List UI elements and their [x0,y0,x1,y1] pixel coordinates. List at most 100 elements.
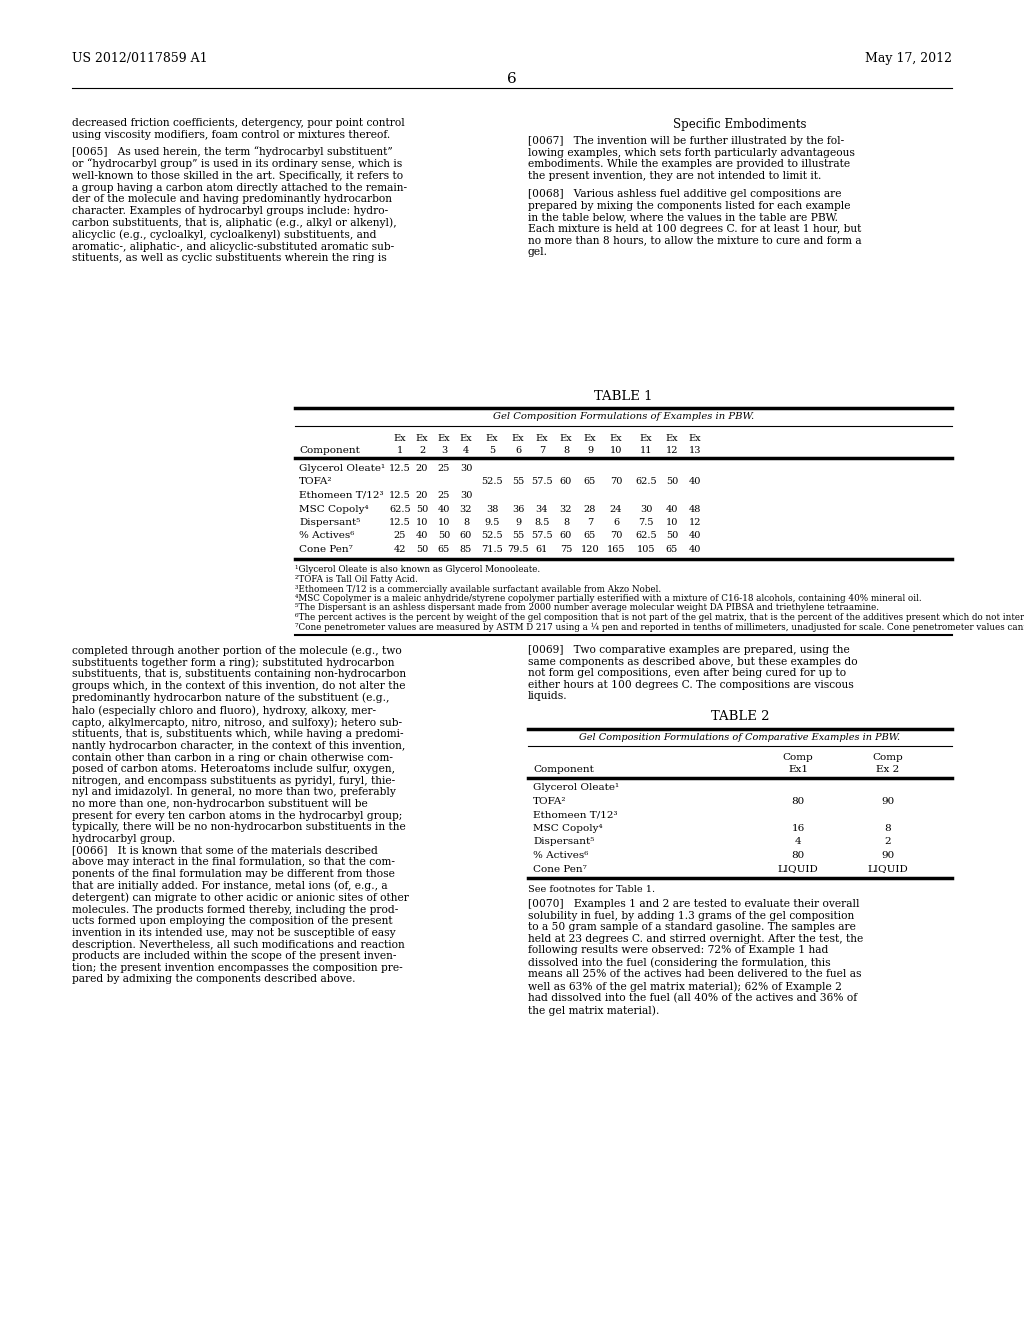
Text: 40: 40 [666,504,678,513]
Text: TABLE 2: TABLE 2 [711,710,769,723]
Text: 3: 3 [441,446,447,455]
Text: 70: 70 [610,532,623,540]
Text: completed through another portion of the molecule (e.g., two
substituents togeth: completed through another portion of the… [72,645,407,843]
Text: 80: 80 [792,851,805,861]
Text: Comp: Comp [872,754,903,763]
Text: 2: 2 [419,446,425,455]
Text: ²TOFA is Tall Oil Fatty Acid.: ²TOFA is Tall Oil Fatty Acid. [295,576,418,583]
Text: 62.5: 62.5 [635,532,656,540]
Text: 10: 10 [610,446,623,455]
Text: 2: 2 [885,837,891,846]
Text: Dispersant⁵: Dispersant⁵ [534,837,594,846]
Text: 65: 65 [584,532,596,540]
Text: 52.5: 52.5 [481,532,503,540]
Text: 12.5: 12.5 [389,465,411,473]
Text: 8: 8 [563,517,569,527]
Text: 80: 80 [792,797,805,807]
Text: 50: 50 [416,504,428,513]
Text: [0067]   The invention will be further illustrated by the fol-
lowing examples, : [0067] The invention will be further ill… [528,136,855,181]
Text: Ex 2: Ex 2 [877,766,900,775]
Text: 71.5: 71.5 [481,545,503,554]
Text: MSC Copoly⁴: MSC Copoly⁴ [534,824,603,833]
Text: 42: 42 [394,545,407,554]
Text: 6: 6 [613,517,620,527]
Text: 79.5: 79.5 [507,545,528,554]
Text: ⁷Cone penetrometer values are measured by ASTM D 217 using a ¼ pen and reported : ⁷Cone penetrometer values are measured b… [295,623,1024,632]
Text: Ex: Ex [609,434,623,444]
Text: % Actives⁶: % Actives⁶ [534,851,589,861]
Text: [0065]   As used herein, the term “hydrocarbyl substituent”
or “hydrocarbyl grou: [0065] As used herein, the term “hydroca… [72,147,408,264]
Text: MSC Copoly⁴: MSC Copoly⁴ [299,504,369,513]
Text: 55: 55 [512,532,524,540]
Text: Glycerol Oleate¹: Glycerol Oleate¹ [299,465,385,473]
Text: Ex: Ex [460,434,472,444]
Text: Ex: Ex [666,434,678,444]
Text: 62.5: 62.5 [635,478,656,487]
Text: 75: 75 [560,545,572,554]
Text: 12: 12 [666,446,678,455]
Text: 38: 38 [485,504,499,513]
Text: 52.5: 52.5 [481,478,503,487]
Text: 32: 32 [460,504,472,513]
Text: 8: 8 [563,446,569,455]
Text: Ex: Ex [437,434,451,444]
Text: LIQUID: LIQUID [777,865,818,874]
Text: 4: 4 [463,446,469,455]
Text: 6: 6 [515,446,521,455]
Text: 105: 105 [637,545,655,554]
Text: ⁴MSC Copolymer is a maleic anhydride/styrene copolymer partially esterified with: ⁴MSC Copolymer is a maleic anhydride/sty… [295,594,922,603]
Text: 40: 40 [689,532,701,540]
Text: 30: 30 [640,504,652,513]
Text: 62.5: 62.5 [389,504,411,513]
Text: % Actives⁶: % Actives⁶ [299,532,354,540]
Text: 9: 9 [515,517,521,527]
Text: 34: 34 [536,504,548,513]
Text: Cone Pen⁷: Cone Pen⁷ [534,865,587,874]
Text: 50: 50 [438,532,451,540]
Text: 30: 30 [460,491,472,500]
Text: 50: 50 [666,478,678,487]
Text: Gel Composition Formulations of Comparative Examples in PBW.: Gel Composition Formulations of Comparat… [580,733,900,742]
Text: 10: 10 [438,517,451,527]
Text: Ex: Ex [536,434,548,444]
Text: 25: 25 [438,465,451,473]
Text: 11: 11 [640,446,652,455]
Text: 65: 65 [438,545,451,554]
Text: 40: 40 [438,504,451,513]
Text: 9: 9 [587,446,593,455]
Text: 13: 13 [689,446,701,455]
Text: ⁶The percent actives is the percent by weight of the gel composition that is not: ⁶The percent actives is the percent by w… [295,612,1024,622]
Text: 7: 7 [539,446,545,455]
Text: TOFA²: TOFA² [299,478,333,487]
Text: Component: Component [299,446,359,455]
Text: Cone Pen⁷: Cone Pen⁷ [299,545,352,554]
Text: Gel Composition Formulations of Examples in PBW.: Gel Composition Formulations of Examples… [493,412,754,421]
Text: 10: 10 [416,517,428,527]
Text: 20: 20 [416,465,428,473]
Text: 10: 10 [666,517,678,527]
Text: 30: 30 [460,465,472,473]
Text: ⁵The Dispersant is an ashless dispersant made from 2000 number average molecular: ⁵The Dispersant is an ashless dispersant… [295,603,879,612]
Text: TOFA²: TOFA² [534,797,566,807]
Text: Ethomeen T/12³: Ethomeen T/12³ [534,810,617,820]
Text: 8: 8 [885,824,891,833]
Text: ¹Glycerol Oleate is also known as Glycerol Monooleate.: ¹Glycerol Oleate is also known as Glycer… [295,565,540,574]
Text: [0070]   Examples 1 and 2 are tested to evaluate their overall
solubility in fue: [0070] Examples 1 and 2 are tested to ev… [528,899,863,1016]
Text: Ex: Ex [584,434,596,444]
Text: 4: 4 [795,837,802,846]
Text: US 2012/0117859 A1: US 2012/0117859 A1 [72,51,208,65]
Text: 55: 55 [512,478,524,487]
Text: [0069]   Two comparative examples are prepared, using the
same components as des: [0069] Two comparative examples are prep… [528,645,858,701]
Text: 57.5: 57.5 [531,532,553,540]
Text: 60: 60 [560,532,572,540]
Text: [0066]   It is known that some of the materials described
above may interact in : [0066] It is known that some of the mate… [72,846,409,985]
Text: May 17, 2012: May 17, 2012 [865,51,952,65]
Text: 12: 12 [689,517,701,527]
Text: 40: 40 [689,545,701,554]
Text: 60: 60 [560,478,572,487]
Text: Ex: Ex [640,434,652,444]
Text: Ex: Ex [512,434,524,444]
Text: 28: 28 [584,504,596,513]
Text: Glycerol Oleate¹: Glycerol Oleate¹ [534,784,620,792]
Text: 90: 90 [882,797,895,807]
